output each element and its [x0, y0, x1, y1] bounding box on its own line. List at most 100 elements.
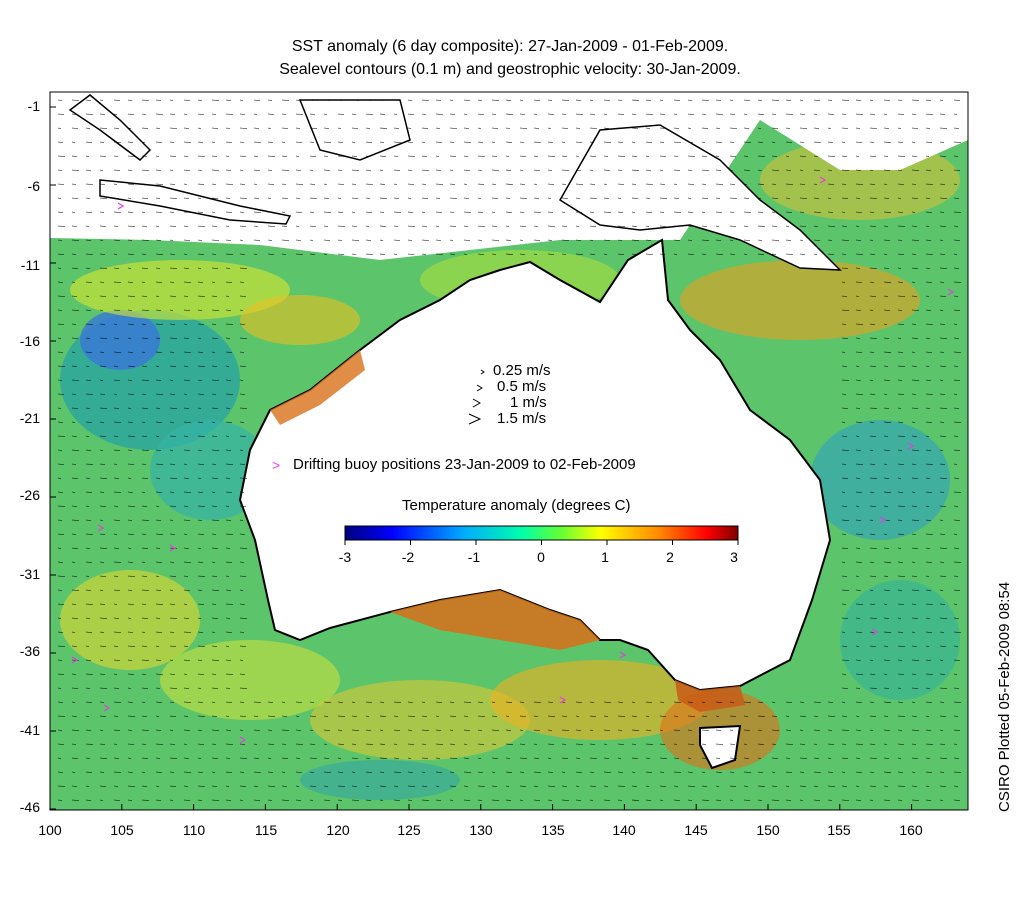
velocity-arrow	[169, 771, 175, 773]
velocity-arrow	[141, 113, 147, 115]
velocity-arrow	[743, 785, 749, 787]
velocity-arrow	[827, 183, 835, 185]
velocity-arrow	[715, 771, 723, 773]
velocity-arrow	[911, 659, 920, 661]
velocity-arrow	[533, 197, 540, 199]
velocity-arrow	[533, 253, 538, 255]
velocity-arrow	[239, 127, 248, 129]
velocity-arrow	[141, 631, 146, 633]
velocity-arrow	[813, 113, 818, 115]
velocity-arrow	[841, 295, 848, 297]
velocity-arrow	[869, 575, 877, 577]
velocity-arrow	[113, 491, 122, 493]
velocity-arrow	[113, 253, 118, 255]
velocity-arrow	[197, 785, 206, 787]
velocity-arrow	[631, 211, 636, 213]
velocity-arrow	[925, 295, 930, 297]
velocity-arrow	[491, 211, 496, 213]
velocity-arrow	[113, 155, 119, 157]
velocity-arrow	[841, 99, 850, 101]
velocity-arrow	[281, 771, 286, 773]
velocity-arrow	[295, 239, 302, 241]
velocity-arrow	[841, 785, 848, 787]
velocity-arrow	[841, 435, 848, 437]
velocity-arrow	[687, 785, 696, 787]
velocity-arrow	[659, 701, 665, 703]
velocity-arrow	[617, 253, 625, 255]
velocity-arrow	[841, 757, 849, 759]
velocity-arrow	[85, 309, 92, 311]
velocity-arrow	[309, 743, 316, 745]
velocity-arrow	[673, 183, 678, 185]
velocity-arrow	[561, 785, 568, 787]
velocity-arrow	[169, 351, 175, 353]
velocity-arrow	[57, 211, 64, 213]
velocity-arrow	[183, 477, 190, 479]
velocity-arrow	[799, 715, 807, 717]
velocity-arrow	[645, 253, 654, 255]
velocity-arrow	[547, 169, 553, 171]
velocity-arrow	[435, 239, 442, 241]
velocity-arrow	[953, 225, 959, 227]
velocity-arrow	[449, 743, 456, 745]
velocity-arrow	[925, 99, 932, 101]
velocity-arrow	[183, 169, 191, 171]
velocity-arrow	[547, 113, 555, 115]
velocity-arrow	[463, 141, 472, 143]
velocity-arrow	[127, 617, 132, 619]
velocity-arrow	[939, 449, 944, 451]
velocity-arrow	[351, 99, 360, 101]
velocity-arrow	[841, 519, 850, 521]
velocity-arrow	[421, 183, 427, 185]
velocity-arrow	[379, 155, 387, 157]
velocity-arrow	[225, 407, 231, 409]
velocity-arrow	[701, 99, 710, 101]
velocity-arrow	[113, 533, 118, 535]
velocity-arrow	[939, 659, 944, 661]
velocity-arrow	[827, 239, 833, 241]
velocity-arrow	[771, 701, 776, 703]
velocity-arrow	[365, 715, 370, 717]
velocity-arrow	[883, 687, 890, 689]
velocity-arrow	[85, 799, 92, 801]
velocity-arrow	[183, 239, 191, 241]
velocity-arrow	[869, 743, 876, 745]
velocity-arrow	[253, 799, 261, 801]
velocity-arrow	[757, 211, 764, 213]
velocity-arrow	[239, 239, 244, 241]
velocity-arrow	[113, 757, 120, 759]
velocity-arrow	[127, 435, 136, 437]
velocity-arrow	[841, 379, 850, 381]
velocity-arrow	[463, 785, 469, 787]
velocity-arrow	[533, 113, 538, 115]
velocity-arrow	[785, 757, 791, 759]
velocity-arrow	[841, 729, 850, 731]
velocity-arrow	[561, 239, 570, 241]
velocity-arrow	[477, 715, 486, 717]
velocity-arrow	[687, 225, 696, 227]
velocity-arrow	[729, 239, 734, 241]
velocity-arrow	[225, 491, 233, 493]
velocity-arrow	[911, 113, 917, 115]
velocity-arrow	[57, 561, 64, 563]
velocity-arrow	[183, 575, 189, 577]
velocity-arrow	[57, 477, 62, 479]
velocity-arrow	[757, 715, 766, 717]
velocity-arrow	[617, 757, 622, 759]
velocity-arrow	[141, 155, 148, 157]
velocity-arrow	[673, 127, 680, 129]
velocity-arrow	[99, 253, 106, 255]
velocity-arrow	[71, 169, 80, 171]
velocity-arrow	[855, 351, 863, 353]
velocity-arrow	[183, 757, 190, 759]
velocity-arrow	[421, 701, 426, 703]
velocity-arrow	[169, 659, 174, 661]
velocity-arrow	[71, 127, 79, 129]
velocity-arrow	[57, 659, 63, 661]
velocity-arrow	[169, 589, 174, 591]
x-tick-label: 110	[182, 822, 206, 838]
velocity-arrow	[183, 449, 191, 451]
velocity-arrow	[939, 729, 944, 731]
velocity-arrow	[169, 533, 176, 535]
x-tick-label: 160	[899, 822, 923, 838]
